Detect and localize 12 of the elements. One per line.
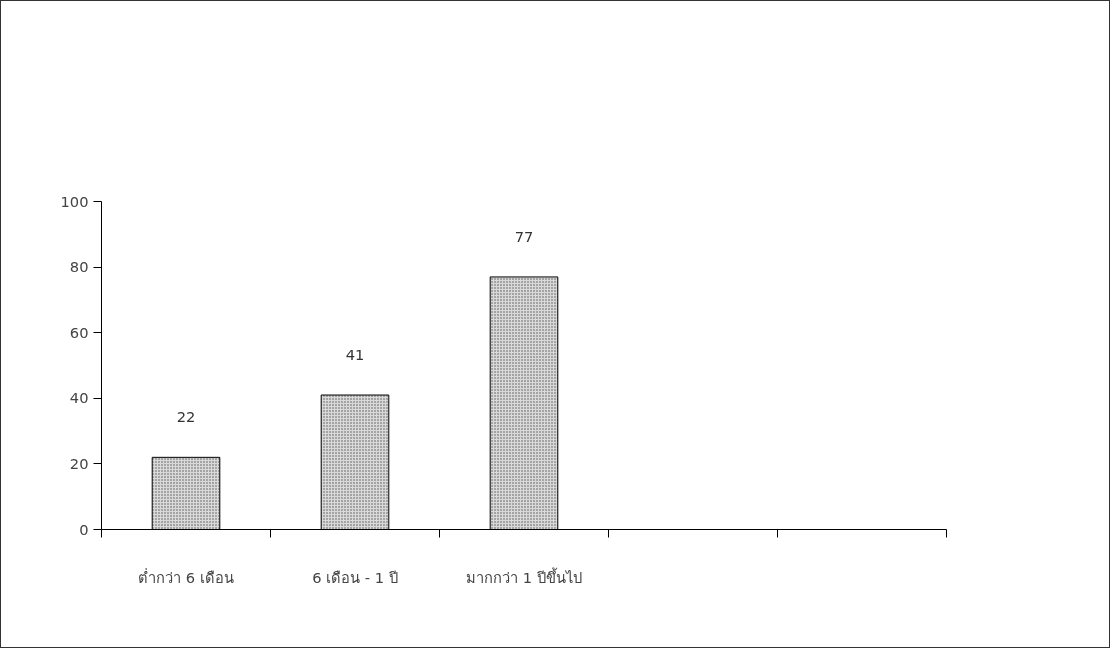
x-tick-label: มากกว่า 1 ปีขึ้นไป bbox=[466, 566, 582, 586]
y-tick-label: 80 bbox=[69, 258, 89, 276]
x-tick-label: 6 เดือน - 1 ปี bbox=[312, 568, 398, 586]
data-label: 22 bbox=[176, 408, 196, 426]
x-tick-label: ต่ำกว่า 6 เดือน bbox=[138, 567, 234, 586]
data-label: 41 bbox=[345, 346, 365, 364]
y-tick-label: 40 bbox=[69, 389, 89, 407]
y-tick-label: 20 bbox=[69, 454, 89, 472]
y-tick-label: 100 bbox=[60, 192, 89, 210]
y-tick-label: 0 bbox=[79, 520, 89, 538]
data-label: 77 bbox=[514, 227, 534, 245]
y-tick-label: 60 bbox=[69, 323, 89, 341]
